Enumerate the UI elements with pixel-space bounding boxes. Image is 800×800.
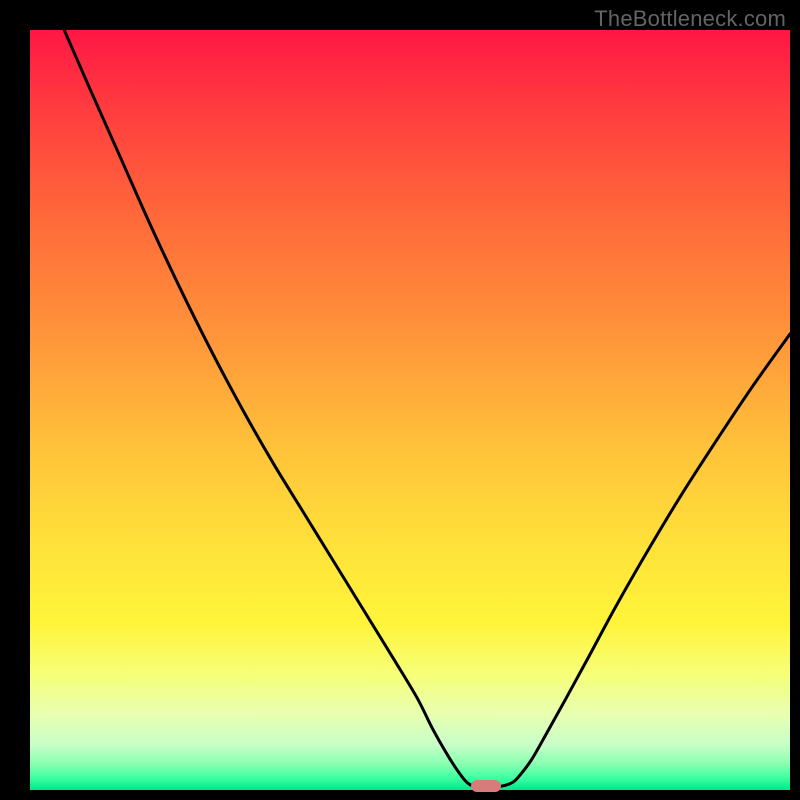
- bottleneck-curve: [30, 30, 790, 790]
- optimal-point-marker: [471, 780, 501, 792]
- plot-area: [30, 30, 790, 790]
- watermark-text: TheBottleneck.com: [594, 6, 786, 32]
- chart-outer-frame: TheBottleneck.com: [0, 0, 800, 800]
